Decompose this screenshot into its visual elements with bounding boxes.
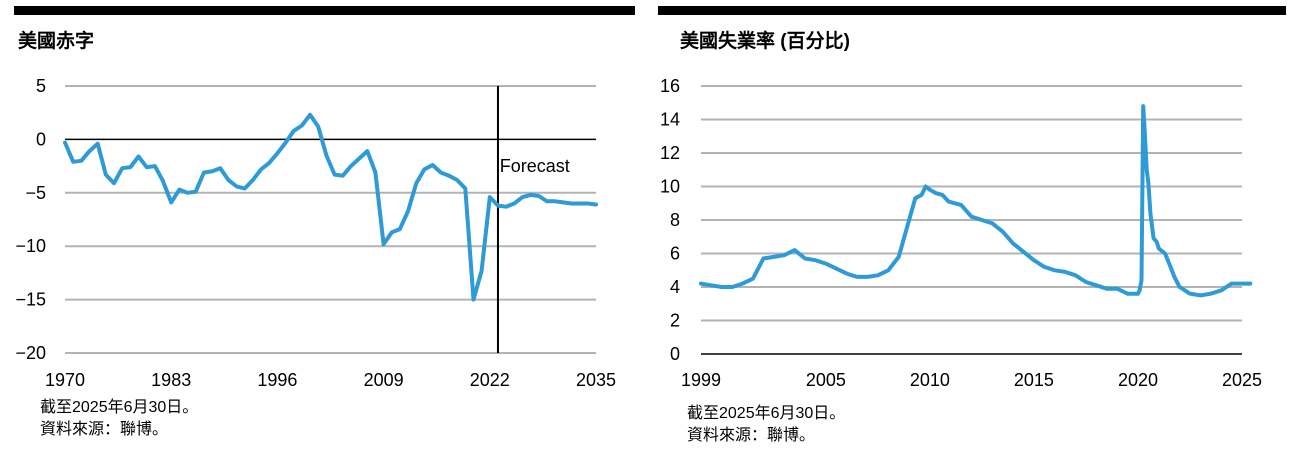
deficit-x-tick-label: 2035 — [576, 370, 616, 390]
deficit-x-tick-label: 2022 — [470, 370, 510, 390]
deficit-x-tick-label: 1983 — [151, 370, 191, 390]
deficit-x-tick-label: 1996 — [257, 370, 297, 390]
unemployment-chart-source-note: 資料來源：聯博。 — [687, 427, 816, 444]
deficit-x-tick-label: 1970 — [45, 370, 85, 390]
unemployment-y-tick-label: 8 — [670, 210, 680, 230]
unemployment-x-tick-label: 1999 — [681, 370, 721, 390]
unemployment-y-tick-label: 10 — [660, 177, 680, 197]
deficit-chart-title: 美國赤字 — [18, 31, 95, 52]
unemployment-x-tick-label: 2020 — [1118, 370, 1158, 390]
unemployment-y-tick-label: 12 — [660, 143, 680, 163]
unemployment-x-tick-label: 2025 — [1222, 370, 1262, 390]
deficit-forecast-label: Forecast — [500, 156, 570, 176]
unemployment-chart-date-note: 截至2025年6月30日。 — [687, 405, 846, 422]
deficit-y-tick-label: 5 — [36, 76, 46, 96]
unemployment-x-tick-label: 2010 — [910, 370, 950, 390]
unemployment-x-tick-label: 2005 — [806, 370, 846, 390]
deficit-y-tick-label: −20 — [15, 343, 46, 363]
deficit-y-tick-label: −15 — [15, 290, 46, 310]
deficit-y-tick-label: −5 — [25, 183, 46, 203]
deficit-chart-panel: 美國赤字 5 0 −5 −10 −15 −20 1970 1983 1996 2009 2022 20… — [0, 0, 640, 450]
unemployment-chart-plot: 0 2 4 6 8 10 12 14 16 1999 2005 2010 2015 2020 2025 — [660, 76, 1262, 390]
deficit-chart-source-note: 資料來源：聯博。 — [40, 421, 169, 438]
unemployment-chart-title: 美國失業率 (百分比) — [680, 31, 850, 52]
deficit-header-bar — [14, 6, 635, 15]
unemployment-y-tick-label: 6 — [670, 244, 680, 264]
unemployment-y-tick-label: 4 — [670, 277, 680, 297]
unemployment-y-tick-label: 16 — [660, 76, 680, 96]
deficit-y-tick-label: −10 — [15, 236, 46, 256]
unemployment-series-line — [699, 104, 1253, 298]
unemployment-x-tick-label: 2015 — [1014, 370, 1054, 390]
unemployment-header-bar — [658, 6, 1286, 15]
unemployment-y-tick-label: 2 — [670, 311, 680, 331]
unemployment-chart-panel: 美國失業率 (百分比) 0 2 4 6 8 10 12 14 16 1999 2005 2010 201… — [645, 0, 1289, 450]
deficit-series-line — [63, 112, 598, 302]
unemployment-y-tick-label: 0 — [670, 344, 680, 364]
deficit-y-tick-label: 0 — [36, 129, 46, 149]
unemployment-y-tick-label: 14 — [660, 110, 680, 130]
deficit-chart-plot: 5 0 −5 −10 −15 −20 1970 1983 1996 2009 2022 2035 For… — [15, 76, 616, 390]
deficit-x-tick-label: 2009 — [364, 370, 404, 390]
deficit-chart-date-note: 截至2025年6月30日。 — [40, 399, 199, 416]
